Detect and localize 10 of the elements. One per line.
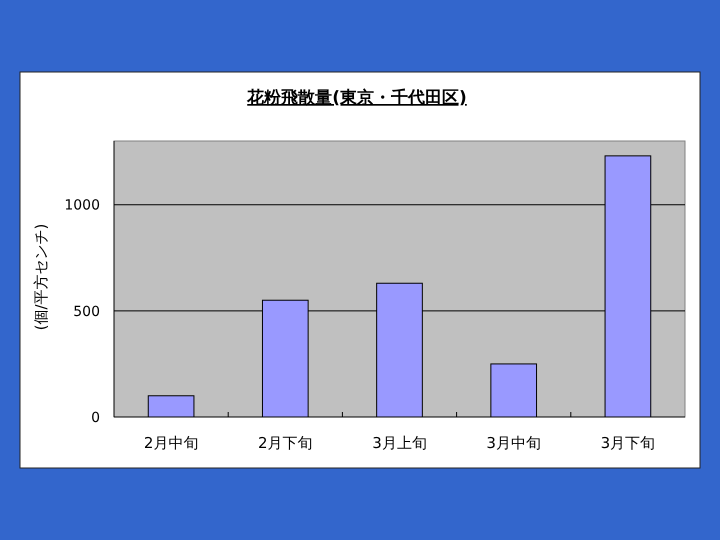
x-tick-label: 3月下旬	[600, 434, 656, 452]
chart-title: 花粉飛散量(東京・千代田区)	[246, 88, 467, 108]
y-tick-label: 500	[73, 304, 100, 320]
y-axis-title: (個/平方センチ)	[32, 224, 50, 330]
y-tick-label: 1000	[64, 198, 100, 214]
x-tick-label: 3月上旬	[372, 434, 427, 452]
x-tick-label: 3月中旬	[486, 434, 541, 452]
x-tick-label: 2月中旬	[144, 434, 198, 452]
y-tick-label: 0	[91, 410, 100, 426]
x-tick-label: 2月下旬	[258, 434, 313, 452]
